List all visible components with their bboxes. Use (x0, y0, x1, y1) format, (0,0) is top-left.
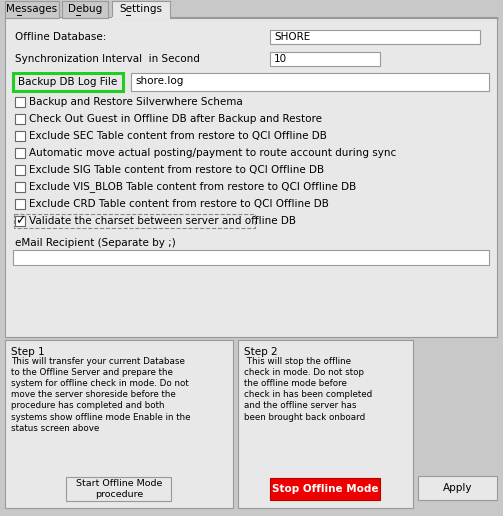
Text: This will stop the offline
check in mode. Do not stop
the offline mode before
ch: This will stop the offline check in mode… (244, 357, 372, 422)
Bar (5, 17, 497, 337)
Bar (270, 52, 380, 66)
Text: Backup DB Log File: Backup DB Log File (19, 77, 118, 87)
Bar (15, 148, 25, 158)
Bar (15, 216, 25, 226)
Bar (66, 477, 172, 501)
Text: ✓: ✓ (15, 215, 25, 228)
Bar (15, 165, 25, 175)
Text: Exclude SEC Table content from restore to QCI Offline DB: Exclude SEC Table content from restore t… (29, 131, 327, 141)
Text: eMail Recipient (Separate by ;): eMail Recipient (Separate by ;) (15, 237, 176, 248)
Text: Validate the charset between server and offline DB: Validate the charset between server and … (29, 216, 296, 226)
Bar (15, 131, 25, 141)
Text: Automatic move actual posting/payment to route account during sync: Automatic move actual posting/payment to… (29, 148, 396, 158)
Text: Offline Database:: Offline Database: (15, 31, 106, 41)
Bar (62, 1, 108, 18)
Text: 10: 10 (274, 54, 287, 63)
Text: Start Offline Mode
procedure: Start Offline Mode procedure (76, 479, 162, 498)
Text: Apply: Apply (443, 483, 472, 493)
Bar (112, 1, 170, 18)
Bar (5, 1, 59, 18)
Text: Messages: Messages (7, 5, 57, 14)
Text: Exclude SIG Table content from restore to QCI Offline DB: Exclude SIG Table content from restore t… (29, 165, 324, 175)
Text: Synchronization Interval  in Second: Synchronization Interval in Second (15, 54, 200, 63)
Text: This will transfer your current Database
to the Offline Server and prepare the
s: This will transfer your current Database… (11, 357, 191, 432)
Text: Check Out Guest in Offline DB after Backup and Restore: Check Out Guest in Offline DB after Back… (29, 114, 322, 124)
Bar (15, 114, 25, 124)
Bar (418, 476, 497, 500)
Text: Exclude VIS_BLOB Table content from restore to QCI Offline DB: Exclude VIS_BLOB Table content from rest… (29, 182, 356, 192)
Text: SHORE: SHORE (274, 31, 310, 41)
Bar (270, 30, 480, 44)
Bar (131, 73, 489, 91)
Bar (15, 182, 25, 192)
Text: Step 2: Step 2 (244, 347, 278, 357)
Bar (13, 250, 489, 265)
Bar (15, 97, 25, 107)
Text: Backup and Restore Silverwhere Schema: Backup and Restore Silverwhere Schema (29, 97, 243, 107)
Text: Stop Offline Mode: Stop Offline Mode (272, 484, 379, 494)
Text: Step 1: Step 1 (11, 347, 45, 357)
Bar (238, 340, 413, 508)
Text: Settings: Settings (120, 5, 162, 14)
Text: Exclude CRD Table content from restore to QCI Offline DB: Exclude CRD Table content from restore t… (29, 199, 329, 209)
Bar (13, 73, 123, 91)
Bar (5, 340, 233, 508)
Bar (14, 214, 256, 228)
Bar (15, 199, 25, 209)
Bar (271, 478, 380, 500)
Text: shore.log: shore.log (135, 76, 184, 86)
Text: Debug: Debug (68, 5, 102, 14)
